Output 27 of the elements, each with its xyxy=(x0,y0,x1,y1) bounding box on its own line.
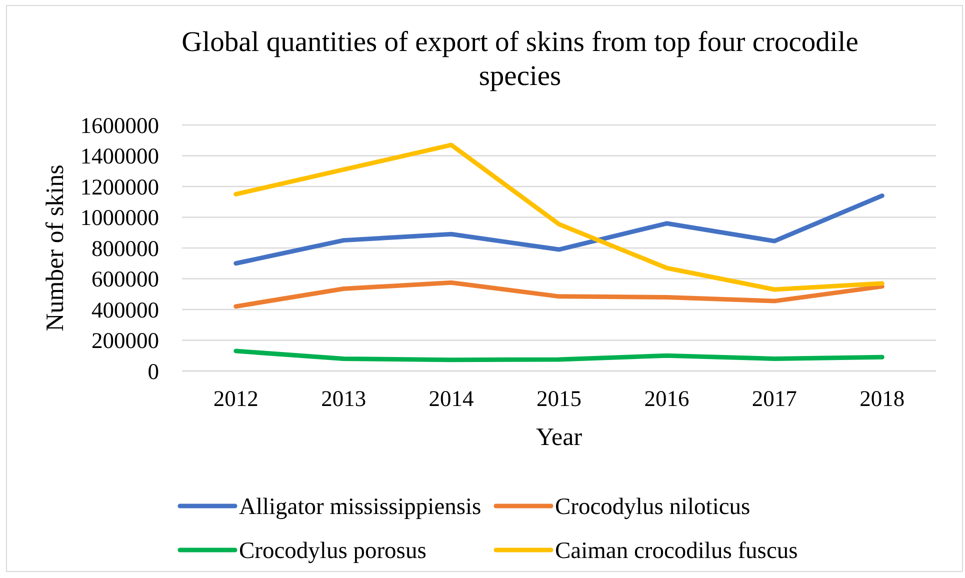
y-tick-label: 0 xyxy=(148,358,159,384)
x-tick-label: 2014 xyxy=(428,386,474,411)
y-axis-title: Number of skins xyxy=(42,164,69,332)
y-tick-label: 200000 xyxy=(92,328,159,354)
y-tick-label: 1200000 xyxy=(80,174,159,200)
x-tick-label: 2017 xyxy=(752,386,797,411)
x-tick-label: 2012 xyxy=(213,386,258,411)
y-tick-label: 800000 xyxy=(92,236,159,261)
y-tick-label: 600000 xyxy=(92,266,159,292)
legend-label: Caiman crocodilus fuscus xyxy=(555,538,798,564)
x-axis-title: Year xyxy=(536,424,583,451)
y-tick-label: 1000000 xyxy=(80,205,159,230)
legend-label: Alligator mississippiensis xyxy=(239,494,482,520)
y-tick-label: 1400000 xyxy=(80,144,159,169)
line-series xyxy=(234,142,884,292)
legend-label: Crocodylus porosus xyxy=(239,538,426,564)
x-tick-label: 2018 xyxy=(860,386,905,411)
y-tick-label: 1600000 xyxy=(80,112,159,138)
line-series xyxy=(234,348,884,362)
legend-label: Crocodylus niloticus xyxy=(555,494,750,520)
x-tick-label: 2016 xyxy=(644,386,690,411)
y-tick-label: 400000 xyxy=(92,297,159,322)
line-series xyxy=(234,280,884,309)
x-tick-label: 2015 xyxy=(536,386,582,411)
line-series xyxy=(234,193,884,266)
chart-title: Global quantities of export of skins from top four crocodile species xyxy=(182,27,858,92)
x-tick-label: 2013 xyxy=(321,386,366,411)
